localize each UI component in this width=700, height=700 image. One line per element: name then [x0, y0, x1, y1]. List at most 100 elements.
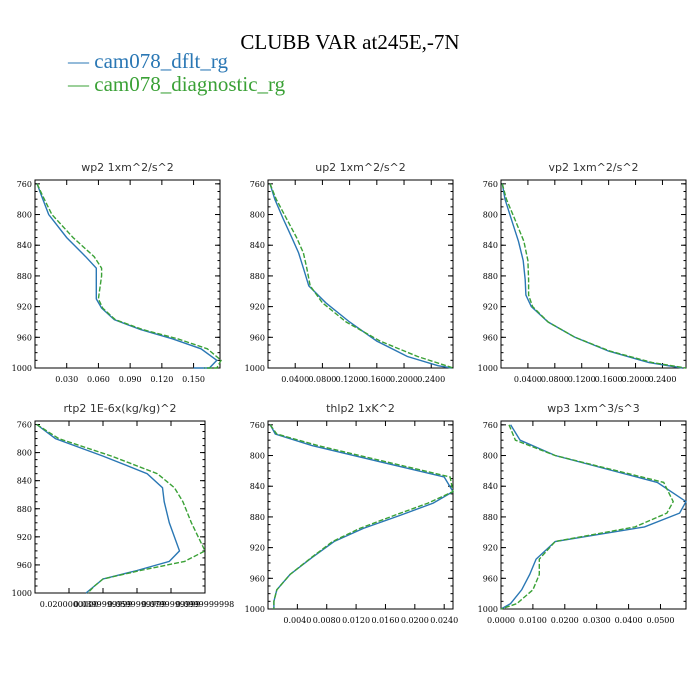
y-tick-label: 760 — [483, 421, 498, 430]
y-tick-label: 1000 — [12, 589, 32, 598]
x-tick-label: 0.0400 — [615, 616, 643, 625]
series-line-diagnostic — [501, 183, 687, 369]
x-tick-label: 0.150 — [182, 375, 205, 384]
x-tick-label: 0.0200 — [551, 616, 579, 625]
x-tick-label: 0.030 — [55, 375, 78, 384]
x-tick-label: 0.0100 — [519, 616, 547, 625]
x-tick-label: 0.2000 — [390, 375, 418, 384]
y-tick-label: 960 — [17, 561, 32, 570]
y-tick-label: 960 — [250, 333, 265, 342]
x-tick-label: 0.0399999999 — [74, 600, 133, 609]
y-tick-label: 880 — [250, 272, 265, 281]
y-tick-label: 760 — [250, 180, 265, 189]
legend: — cam078_dflt_rg — cam078_diagnostic_rg — [68, 50, 285, 96]
y-tick-label: 960 — [483, 333, 498, 342]
y-tick-label: 800 — [17, 449, 32, 458]
y-tick-label: 840 — [483, 482, 498, 491]
x-tick-label: 0.2400 — [648, 375, 676, 384]
y-tick-label: 1000 — [478, 605, 498, 614]
series-line-diagnostic — [500, 424, 674, 610]
x-tick-label: 0.0800 — [308, 375, 336, 384]
y-tick-label: 840 — [17, 241, 32, 250]
series-line-diagnostic — [269, 424, 454, 609]
series-line-dflt — [501, 183, 683, 369]
plot-frame — [34, 420, 206, 594]
legend-item-dflt: — cam078_dflt_rg — [68, 49, 229, 73]
y-tick-label: 920 — [250, 303, 265, 312]
x-tick-label: 0.060 — [87, 375, 110, 384]
y-tick-label: 800 — [483, 211, 498, 220]
y-tick-label: 1000 — [245, 364, 265, 373]
y-tick-label: 880 — [483, 272, 498, 281]
y-tick-label: 1000 — [478, 364, 498, 373]
panel-3: vp2 1xm^2/s^2 760 800 840 880 920 960 1000 0.040… — [478, 161, 687, 384]
x-tick-label: 0.0200000000 — [40, 600, 99, 609]
y-tick-label: 880 — [250, 513, 265, 522]
y-tick-label: 800 — [17, 211, 32, 220]
y-tick-label: 920 — [483, 544, 498, 553]
x-tick-label: 0.0300 — [583, 616, 611, 625]
x-tick-label: 0.0000 — [487, 616, 515, 625]
x-tick-label: 0.0120 — [342, 616, 370, 625]
x-tick-label: 0.1200 — [568, 375, 596, 384]
panel-title: wp2 1xm^2/s^2 — [81, 161, 174, 174]
y-tick-label: 920 — [250, 544, 265, 553]
series-line-diagnostic — [269, 183, 454, 369]
x-tick-label: 0.1600 — [363, 375, 391, 384]
x-tick-label: 0.0080 — [313, 616, 341, 625]
x-tick-label: 0.120 — [150, 375, 173, 384]
panel-2: up2 1xm^2/s^2 760 800 840 880 920 960 1000 0.040… — [245, 161, 454, 384]
y-tick-label: 800 — [483, 452, 498, 461]
x-tick-label: 0.2400 — [417, 375, 445, 384]
x-tick-label: 0.2000 — [622, 375, 650, 384]
y-tick-label: 760 — [483, 180, 498, 189]
x-tick-label: 0.1600 — [595, 375, 623, 384]
figure-title: CLUBB VAR at245E,-7N — [240, 30, 460, 54]
x-tick-label: 0.0240 — [430, 616, 458, 625]
x-tick-label: 0.0799999999 — [142, 600, 201, 609]
panel-4: rtp2 1E-6x(kg/kg)^2 760 800 840 880 920 960 100… — [12, 402, 235, 609]
y-tick-label: 920 — [17, 303, 32, 312]
x-tick-label: 0.1200 — [336, 375, 364, 384]
y-tick-label: 920 — [483, 303, 498, 312]
panel-title: up2 1xm^2/s^2 — [315, 161, 406, 174]
y-tick-label: 1000 — [12, 364, 32, 373]
x-tick-label: 0.0800 — [541, 375, 569, 384]
series-line-diagnostic — [36, 423, 206, 594]
legend-item-diagnostic: — cam078_diagnostic_rg — [68, 72, 286, 96]
y-tick-label: 840 — [17, 477, 32, 486]
y-tick-label: 800 — [250, 211, 265, 220]
x-tick-label: 0.0400 — [281, 375, 309, 384]
y-tick-label: 880 — [17, 272, 32, 281]
x-tick-label: 0.0400 — [514, 375, 542, 384]
plot-frame — [500, 179, 687, 369]
y-tick-label: 760 — [250, 421, 265, 430]
plot-frame — [34, 179, 221, 369]
panel-title: vp2 1xm^2/s^2 — [548, 161, 638, 174]
y-tick-label: 960 — [483, 574, 498, 583]
y-tick-label: 840 — [250, 241, 265, 250]
plot-frame — [267, 420, 454, 610]
series-line-dflt — [500, 424, 687, 610]
x-tick-label: 0.0599999999 — [108, 600, 167, 609]
y-tick-label: 760 — [17, 421, 32, 430]
x-tick-label: 0.0500 — [646, 616, 674, 625]
y-tick-label: 920 — [17, 533, 32, 542]
series-line-dflt — [269, 424, 454, 609]
y-tick-label: 840 — [483, 241, 498, 250]
y-tick-label: 800 — [250, 452, 265, 461]
x-tick-label: 0.0999999998 — [176, 600, 235, 609]
y-tick-label: 840 — [250, 482, 265, 491]
y-tick-label: 880 — [17, 505, 32, 514]
panel-title: thlp2 1xK^2 — [326, 402, 395, 415]
y-tick-label: 1000 — [245, 605, 265, 614]
y-tick-label: 960 — [17, 333, 32, 342]
x-tick-label: 0.0160 — [371, 616, 399, 625]
series-line-dflt — [269, 183, 452, 369]
plot-frame — [500, 420, 687, 610]
panel-title: rtp2 1E-6x(kg/kg)^2 — [64, 402, 177, 415]
y-tick-label: 880 — [483, 513, 498, 522]
series-line-dflt — [36, 183, 218, 369]
